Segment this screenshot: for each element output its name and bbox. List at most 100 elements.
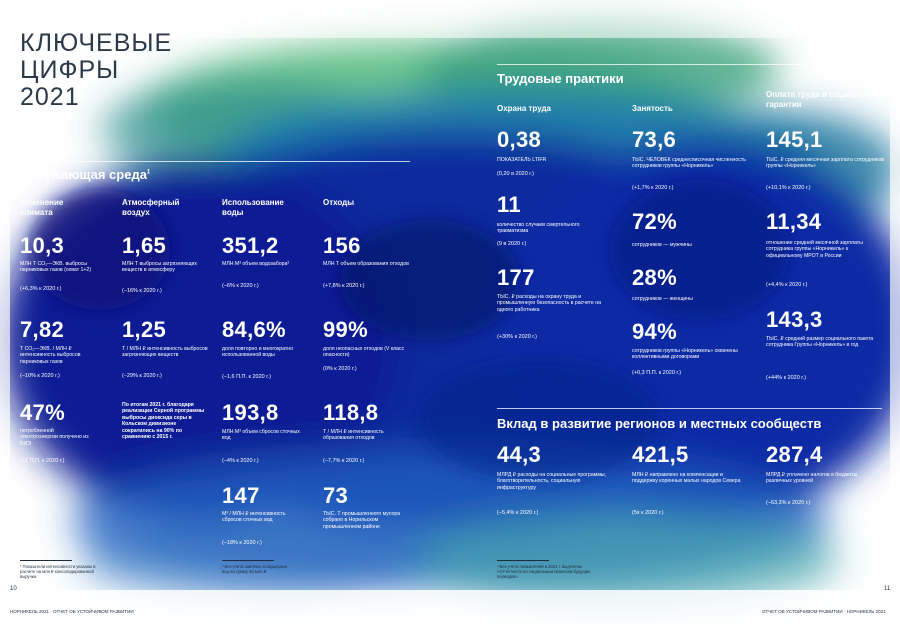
metric-desc: ТЫС. ₽ расходы на охрану труда и промышл…	[497, 294, 601, 313]
title-line2: ЦИФРЫ	[20, 56, 120, 84]
metric-desc: ТЫС. ₽ средний размер социального пакета…	[766, 336, 874, 349]
metric-value: 193,8	[222, 400, 279, 425]
metric-value: 84,6%	[222, 317, 286, 342]
metric-delta: (–29% к 2020 г.)	[122, 373, 162, 379]
metric-value: 421,5	[632, 442, 689, 467]
metric-delta: (–1,6 П.П. к 2020 г.)	[222, 374, 271, 380]
metric-delta: (+0,3 П.П. к 2020 г.)	[632, 370, 682, 376]
metric-desc: сотрудников — мужчины	[632, 242, 692, 248]
metric-value: 10,3	[20, 233, 65, 258]
metric-desc: ТЫС. Т промышленного мусора собрано в Но…	[323, 511, 401, 530]
labor-col-pay-header: Оплата труда и социальные гарантии	[766, 90, 879, 109]
metric-value: 94%	[632, 319, 677, 344]
metric-value: 73,6	[632, 127, 677, 152]
sulfur-program-note: По итогам 2021 г. благодаря реализации С…	[122, 402, 205, 441]
metric-delta: (+7,8% к 2020 г.)	[323, 283, 365, 289]
page-number-right: 11	[884, 586, 891, 592]
regions-heading: Вклад в развитие регионов и местных сооб…	[497, 416, 822, 431]
footnote-rule	[497, 560, 549, 561]
metric-value: 177	[497, 265, 535, 290]
metric-desc: МЛН М³ объем сбросов сточных вод	[222, 429, 300, 442]
metric-desc: Т СО₂—ЭКВ. / МЛН ₽ интенсивность выбросо…	[20, 346, 81, 365]
footnote-rule	[222, 560, 274, 561]
metric-desc: доля неопасных отходов (V класс опасност…	[323, 346, 405, 359]
title-line1: КЛЮЧЕВЫЕ	[20, 29, 173, 57]
metric-desc: ТЫС. ЧЕЛОВЕК среднесписочная численность…	[632, 157, 746, 170]
metric-desc: Т / МЛН ₽ интенсивность выбросов загрязн…	[122, 346, 208, 359]
title-line3: 2021	[20, 83, 80, 111]
labor-divider	[497, 64, 882, 65]
metric-delta: (9 в 2020 г.)	[497, 241, 527, 247]
metric-delta: (–16% к 2020 г.)	[122, 288, 162, 294]
env-col-climate-header: Изменение климата	[20, 198, 64, 217]
metric-delta: (+1,7% к 2020 г.)	[632, 185, 674, 191]
metric-delta: (5х к 2020 г.)	[632, 510, 664, 516]
metric-delta: (0,20 в 2020 г.)	[497, 171, 534, 177]
footnote-2: ² Без учета шахтных и карьерных вод на с…	[222, 564, 288, 574]
metric-delta: (–4% к 2020 г.)	[222, 458, 259, 464]
metric-value: 156	[323, 233, 361, 258]
metric-desc: МЛРД ₽ уплачено налогов в бюджеты различ…	[766, 472, 858, 485]
footnote-rule	[20, 560, 72, 561]
metric-value: 11,34	[766, 209, 822, 234]
metric-value: 11	[497, 192, 521, 217]
footer-caption-left: НОРНИКЕЛЬ 2021 · ОТЧЕТ ОБ УСТОЙЧИВОМ РАЗ…	[10, 609, 134, 614]
metric-desc: МЛН Т объем образования отходов	[323, 261, 409, 267]
page-title: КЛЮЧЕВЫЕ ЦИФРЫ 2021	[20, 30, 172, 111]
metric-value: 47%	[20, 400, 65, 425]
metric-desc: ТЫС. ₽ средняя месячная зарплата сотрудн…	[766, 157, 885, 170]
footnote-1: ¹ Показатели интенсивности указаны в рас…	[20, 564, 96, 579]
metric-value: 0,38	[497, 127, 542, 152]
metric-delta: (+30% к 2020 г.)	[497, 334, 537, 340]
metric-delta: (+10,1% к 2020 г.)	[766, 185, 811, 191]
metric-delta: (+4,4% к 2020 г.)	[766, 282, 808, 288]
metric-value: 7,82	[20, 317, 65, 342]
metric-delta: (–7,7% к 2020 г.)	[323, 458, 365, 464]
metric-delta: (–10% к 2020 г.)	[20, 373, 60, 379]
labor-heading: Трудовые практики	[497, 71, 624, 86]
metric-value: 72%	[632, 209, 677, 234]
labor-col-employment-header: Занятость	[632, 104, 673, 113]
metric-desc: количество случаев смертельного травмати…	[497, 222, 580, 235]
metric-value: 1,65	[122, 233, 167, 258]
metric-desc: сотрудников — женщины	[632, 296, 693, 302]
metric-desc: МЛН ₽ направлено на компенсации и поддер…	[632, 472, 741, 485]
footnote-3: ¹ Без учета показателей в 2021 г. выделе…	[497, 564, 591, 579]
labor-col-safety-header: Охрана труда	[497, 104, 551, 113]
metric-desc: МЛН Т выбросы загрязняющих веществ в атм…	[122, 261, 198, 274]
metric-desc: М³ / МЛН ₽ интенсивность сбросов сточных…	[222, 511, 286, 524]
env-divider	[20, 161, 410, 162]
regions-divider	[497, 408, 882, 409]
metric-delta: (–5,4% к 2020 г.)	[497, 510, 539, 516]
metric-value: 28%	[632, 265, 677, 290]
metric-delta: (–6% к 2020 г.)	[222, 283, 259, 289]
metric-value: 44,3	[497, 442, 542, 467]
metric-value: 287,4	[766, 442, 823, 467]
metric-delta: (0% к 2020 г.)	[323, 366, 357, 372]
metric-value: 1,25	[122, 317, 167, 342]
metric-desc: МЛРД ₽ расходы на социальные программы, …	[497, 472, 607, 491]
page-number-left: 10	[10, 586, 17, 592]
metric-desc: ПОКАЗАТЕЛЬ LTIFR	[497, 157, 547, 163]
metric-value: 99%	[323, 317, 368, 342]
metric-desc: доля повторно и многократно использованн…	[222, 346, 294, 359]
metric-desc: МЛН М³ объем водозабора²	[222, 261, 290, 267]
metric-delta: (+1 П.П. к 2020 г.)	[20, 458, 65, 464]
env-col-air-header: Атмосферный воздух	[122, 198, 180, 217]
metric-delta: (–18% к 2020 г.)	[222, 540, 262, 546]
metric-value: 143,3	[766, 307, 823, 332]
metric-value: 118,8	[323, 400, 379, 425]
metric-delta: (+44% к 2020 г.)	[766, 375, 806, 381]
metric-desc: потребленной электроэнергии получено из …	[20, 428, 89, 447]
env-col-waste-header: Отходы	[323, 198, 355, 207]
metric-delta: (–63,3% к 2020 г.)	[766, 500, 811, 506]
metric-delta: (+6,3% к 2020 г.)	[20, 286, 62, 292]
env-col-water-header: Использование воды	[222, 198, 284, 217]
metric-value: 73	[323, 483, 349, 508]
metric-desc: Т / МЛН ₽ интенсивность образования отхо…	[323, 429, 384, 442]
metric-desc: сотрудников группы «Норникель» охвачены …	[632, 348, 738, 361]
metric-value: 351,2	[222, 233, 279, 258]
env-heading: Окружающая среда1	[20, 167, 151, 182]
metric-value: 145,1	[766, 127, 823, 152]
